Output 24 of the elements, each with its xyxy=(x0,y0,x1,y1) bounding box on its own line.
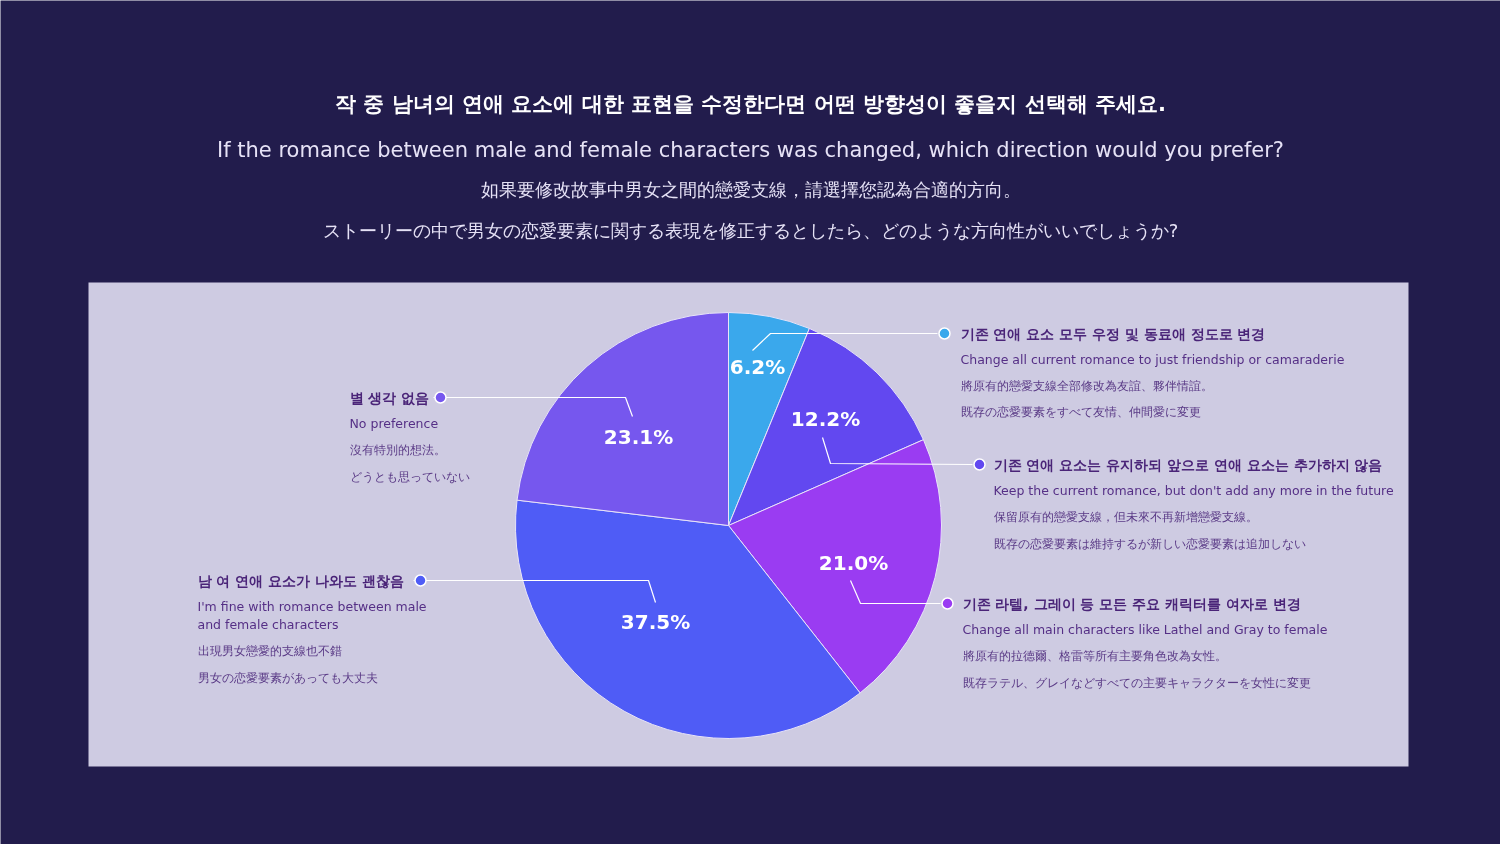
data-label: 37.5% xyxy=(620,609,691,634)
data-label: 12.2% xyxy=(790,406,861,431)
text: 如果要修改故事中男女之間的戀愛支線，請選擇您認為合適的方向。 xyxy=(480,179,1021,200)
legend-label: 기존 연애 요소 모두 우정 및 동료애 정도로 변경 Change all current romance to just friendship or camaraderie xyxy=(960,325,1345,367)
data-label: 21.0% xyxy=(818,550,889,575)
data-label: 23.1% xyxy=(603,424,674,449)
chart-subtitle: If the romance between male and female characters was changed, which direction would you prefer? xyxy=(217,137,1284,162)
text: 將原有的戀愛支線全部修改為友誼、夥伴情誼。 xyxy=(960,378,1213,393)
legend-label: 기존 연애 요소는 유지하되 앞으로 연애 요소는 추가하지 않음 Keep the current romance, but don't add any more in the future xyxy=(993,456,1394,498)
chart-title: 작 중 남녀의 연애 요소에 대한 표현을 수정한다면 어떤 방향성이 좋을지 선택해 주세요. xyxy=(335,91,1166,116)
text: 既存の恋愛要素は維持するが新しい恋愛要素は追加しない xyxy=(993,536,1306,551)
text: 將原有的拉德爾、格雷等所有主要角色改為女性。 xyxy=(962,648,1227,663)
text: どうとも思っていない xyxy=(349,469,470,484)
legend-label: 기존 라텔, 그레이 등 모든 주요 캐릭터를 여자로 변경 Change all main characters like Lathel and Gray to female xyxy=(962,595,1328,637)
slice-label: 남 여 연애 요소가 나와도 괜찮음 I'm fine with romance between male and female characters xyxy=(197,572,427,632)
text: 沒有特別的想法。 xyxy=(349,442,446,457)
data-label: 6.2% xyxy=(729,354,786,379)
slice-label: 별 생각 없음 No preference xyxy=(349,389,439,431)
text: 保留原有的戀愛支線，但未來不再新增戀愛支線。 xyxy=(993,509,1258,524)
text: 既存の恋愛要素をすべて友情、仲間愛に変更 xyxy=(960,404,1201,419)
text: 出現男女戀愛的支線也不錯 xyxy=(197,643,342,658)
text: 男女の恋愛要素があっても大丈夫 xyxy=(197,670,378,685)
text: ストーリーの中で男女の恋愛要素に関する表現を修正するとしたら、どのような方向性がいいでしょうか? xyxy=(322,220,1179,241)
text: 既存ラテル、グレイなどすべての主要キャラクターを女性に変更 xyxy=(962,675,1311,690)
